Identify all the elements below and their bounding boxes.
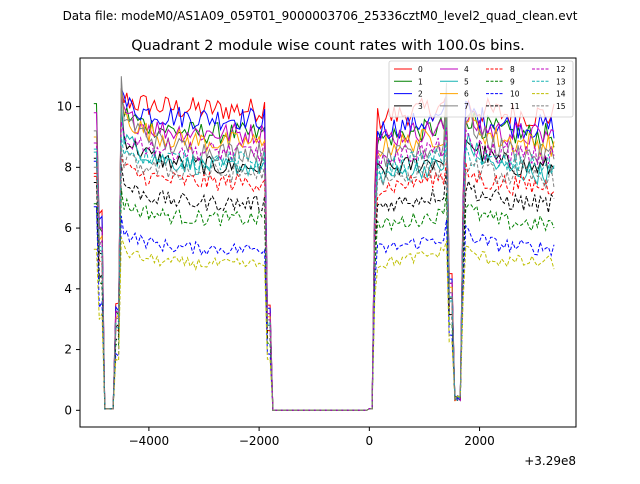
plot-background xyxy=(80,58,576,427)
legend-label-6: 6 xyxy=(464,90,469,99)
y-tick-label: 4 xyxy=(64,282,72,296)
legend-label-7: 7 xyxy=(464,102,469,111)
y-tick-label: 8 xyxy=(64,160,72,174)
legend-label-4: 4 xyxy=(464,65,469,74)
series-line-10 xyxy=(93,206,555,411)
x-tick-label: −2000 xyxy=(239,434,280,448)
x-tick-label: −4000 xyxy=(129,434,170,448)
series-line-15 xyxy=(93,146,555,411)
legend-label-9: 9 xyxy=(510,77,515,86)
figure-suptitle: Data file: modeM0/AS1A09_059T01_90000037… xyxy=(63,9,578,23)
legend-label-15: 15 xyxy=(556,102,566,111)
legend-label-2: 2 xyxy=(418,90,423,99)
legend-frame xyxy=(388,60,574,118)
legend-label-5: 5 xyxy=(464,77,469,86)
series-line-12 xyxy=(93,121,555,411)
y-tick-label: 0 xyxy=(64,403,72,417)
legend-label-11: 11 xyxy=(510,102,520,111)
x-tick-label: 2000 xyxy=(464,434,495,448)
series-layer xyxy=(93,76,555,411)
legend-label-1: 1 xyxy=(418,77,423,86)
legend-label-8: 8 xyxy=(510,65,515,74)
legend-label-0: 0 xyxy=(418,65,423,74)
axes-frame xyxy=(79,57,577,428)
x-tick-label: 0 xyxy=(366,434,374,448)
x-axis-offset-label: +3.29e8 xyxy=(524,454,576,468)
y-tick-label: 10 xyxy=(57,100,72,114)
legend-label-14: 14 xyxy=(556,90,566,99)
legend-label-12: 12 xyxy=(556,65,566,74)
y-tick-label: 6 xyxy=(64,221,72,235)
legend-label-13: 13 xyxy=(556,77,566,86)
legend-label-3: 3 xyxy=(418,102,423,111)
legend-label-10: 10 xyxy=(510,90,520,99)
chart-title: Quadrant 2 module wise count rates with … xyxy=(131,38,525,54)
y-tick-label: 2 xyxy=(64,343,72,357)
